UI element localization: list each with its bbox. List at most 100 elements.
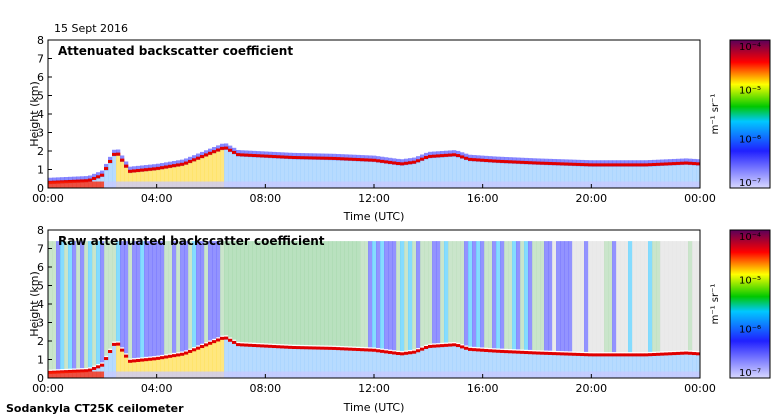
heatmap-cell: [664, 163, 669, 188]
heatmap-cell: [120, 348, 125, 352]
heatmap-cell: [180, 241, 185, 352]
heatmap-cell: [260, 241, 265, 344]
heatmap-cell: [48, 371, 53, 378]
heatmap-cell: [672, 353, 677, 378]
heatmap-cell: [560, 241, 565, 352]
heatmap-cell: [252, 154, 257, 158]
heatmap-cell: [184, 161, 189, 165]
heatmap-cell: [684, 163, 689, 188]
heatmap-cell: [360, 241, 365, 347]
heatmap-cell: [128, 181, 133, 188]
heatmap-cell: [416, 181, 421, 188]
heatmap-cell: [332, 156, 337, 160]
heatmap-cell: [492, 349, 497, 353]
heatmap-cell: [604, 354, 609, 378]
heatmap-cell: [564, 371, 569, 378]
heatmap-cell: [244, 153, 249, 157]
heatmap-cell: [428, 181, 433, 188]
heatmap-cell: [112, 181, 117, 188]
heatmap-cell: [428, 344, 433, 348]
heatmap-cell: [308, 347, 313, 378]
heatmap-cell: [316, 181, 321, 188]
heatmap-cell: [568, 352, 573, 356]
heatmap-cell: [540, 161, 545, 165]
heatmap-cell: [648, 241, 653, 352]
heatmap-cell: [392, 162, 397, 188]
heatmap-cell: [568, 354, 573, 378]
heatmap-cell: [64, 371, 69, 378]
heatmap-cell: [200, 345, 205, 349]
heatmap-cell: [340, 158, 345, 188]
heatmap-cell: [368, 371, 373, 378]
heatmap-cell: [208, 151, 213, 155]
heatmap-cell: [60, 371, 65, 378]
heatmap-cell: [364, 181, 369, 188]
heatmap-cell: [524, 352, 529, 378]
heatmap-cell: [292, 346, 297, 350]
heatmap-cell: [72, 371, 77, 378]
heatmap-cell: [144, 371, 149, 378]
heatmap-cell: [232, 340, 237, 344]
heatmap-cell: [176, 353, 181, 357]
heatmap-cell: [220, 148, 225, 188]
heatmap-cell: [436, 155, 441, 188]
heatmap-cell: [428, 241, 433, 344]
heatmap-cell: [340, 371, 345, 378]
heatmap-cell: [336, 158, 341, 188]
heatmap-cell: [536, 163, 541, 188]
heatmap-cell: [368, 160, 373, 188]
colorbar-tick-label: 10⁻⁶: [739, 325, 761, 336]
heatmap-cell: [376, 160, 381, 188]
heatmap-cell: [576, 164, 581, 188]
heatmap-cell: [124, 241, 129, 354]
heatmap-cell: [304, 347, 309, 378]
heatmap-cell: [116, 371, 121, 378]
heatmap-cell: [316, 371, 321, 378]
heatmap-cell: [104, 241, 109, 356]
heatmap-cell: [224, 241, 229, 336]
heatmap-cell: [568, 181, 573, 188]
heatmap-cell: [344, 371, 349, 378]
heatmap-cell: [216, 241, 221, 338]
heatmap-cell: [276, 181, 281, 188]
heatmap-cell: [392, 161, 397, 165]
heatmap-cell: [352, 241, 357, 347]
heatmap-cell: [516, 162, 521, 188]
heatmap-cell: [408, 371, 413, 378]
heatmap-cell: [80, 179, 85, 183]
heatmap-cell: [644, 353, 649, 357]
heatmap-cell: [288, 181, 293, 188]
heatmap-cell: [672, 181, 677, 188]
x-tick-label: 20:00: [575, 382, 607, 395]
heatmap-cell: [660, 181, 665, 188]
heatmap-cell: [512, 181, 517, 188]
heatmap-cell: [676, 161, 681, 165]
heatmap-cell: [96, 241, 101, 365]
heatmap-cell: [588, 371, 593, 378]
heatmap-cell: [520, 162, 525, 188]
heatmap-cell: [144, 169, 149, 188]
heatmap-cell: [288, 155, 293, 159]
heatmap-cell: [196, 241, 201, 346]
heatmap-cell: [620, 181, 625, 188]
heatmap-cell: [236, 344, 241, 378]
heatmap-cell: [108, 181, 113, 188]
heatmap-cell: [204, 371, 209, 378]
heatmap-cell: [296, 346, 301, 350]
heatmap-cell: [596, 353, 601, 357]
heatmap-cell: [332, 241, 337, 346]
heatmap-cell: [96, 365, 101, 369]
chart-title: Raw attenuated backscatter coefficient: [58, 234, 325, 248]
heatmap-cell: [516, 160, 521, 164]
heatmap-cell: [528, 162, 533, 188]
heatmap-cell: [368, 241, 373, 348]
heatmap-cell: [196, 346, 201, 350]
heatmap-cell: [496, 351, 501, 378]
heatmap-cell: [420, 347, 425, 351]
heatmap-cell: [660, 241, 665, 352]
heatmap-cell: [536, 353, 541, 378]
heatmap-cell: [268, 156, 273, 188]
x-tick-label: 12:00: [358, 382, 390, 395]
heatmap-cell: [192, 349, 197, 378]
